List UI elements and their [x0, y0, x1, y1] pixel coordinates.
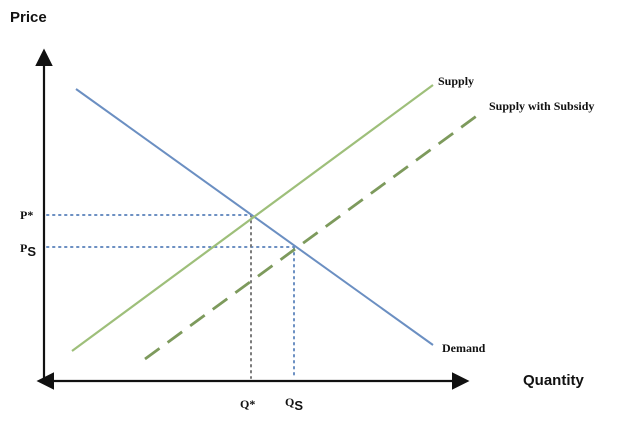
x-axis-title: Quantity [523, 372, 584, 389]
p-s-subscript: S [27, 244, 36, 259]
p-s-main: P [20, 241, 27, 255]
supply-label: Supply [438, 74, 474, 88]
q-s-subscript: S [294, 398, 303, 413]
q-s-main: Q [285, 395, 294, 409]
supply-curve [71, 84, 434, 352]
q-s-label: QS [285, 395, 303, 413]
p-s-label: PS [20, 241, 36, 259]
supply-with-subsidy-label: Supply with Subsidy [489, 99, 594, 113]
supply-with-subsidy-curve [144, 113, 479, 361]
y-axis-title: Price [10, 9, 47, 26]
q-star-label: Q* [240, 397, 255, 411]
p-star-label: P* [20, 208, 33, 222]
demand-label: Demand [442, 341, 486, 355]
